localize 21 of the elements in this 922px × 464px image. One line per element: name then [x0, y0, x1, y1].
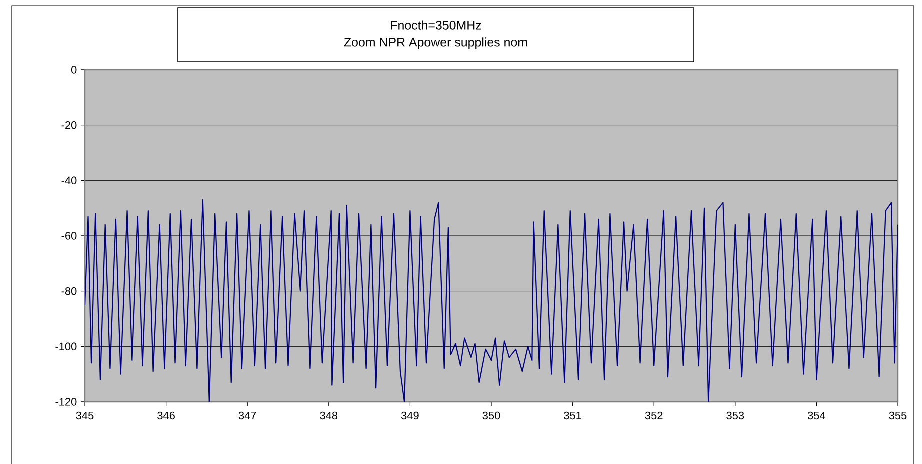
x-tick-label: 351: [564, 412, 582, 420]
y-tick-label: -20: [62, 121, 77, 130]
y-tick-label: -80: [62, 287, 77, 296]
x-tick-label: 353: [726, 412, 744, 420]
x-tick-label: 349: [401, 412, 419, 420]
x-tick-label: 346: [158, 412, 175, 420]
y-tick-label: 0: [71, 66, 77, 74]
x-tick-label: 348: [320, 412, 338, 420]
x-tick-label: 347: [238, 412, 256, 420]
chart-title: Fnocth=350MHz: [391, 20, 482, 30]
x-tick-label: 352: [645, 412, 663, 420]
x-tick-label: 354: [808, 412, 826, 420]
x-tick-label: 345: [76, 412, 94, 420]
chart-subtitle: Zoom NPR Apower supplies nom: [344, 38, 528, 50]
x-tick-label: 350: [482, 412, 500, 420]
y-tick-label: -100: [56, 342, 77, 351]
line-series: [85, 199, 898, 402]
x-tick-label: 355: [889, 412, 907, 420]
y-tick-label: -40: [62, 176, 77, 185]
y-tick-label: -120: [56, 398, 77, 406]
y-tick-label: -60: [62, 232, 77, 240]
